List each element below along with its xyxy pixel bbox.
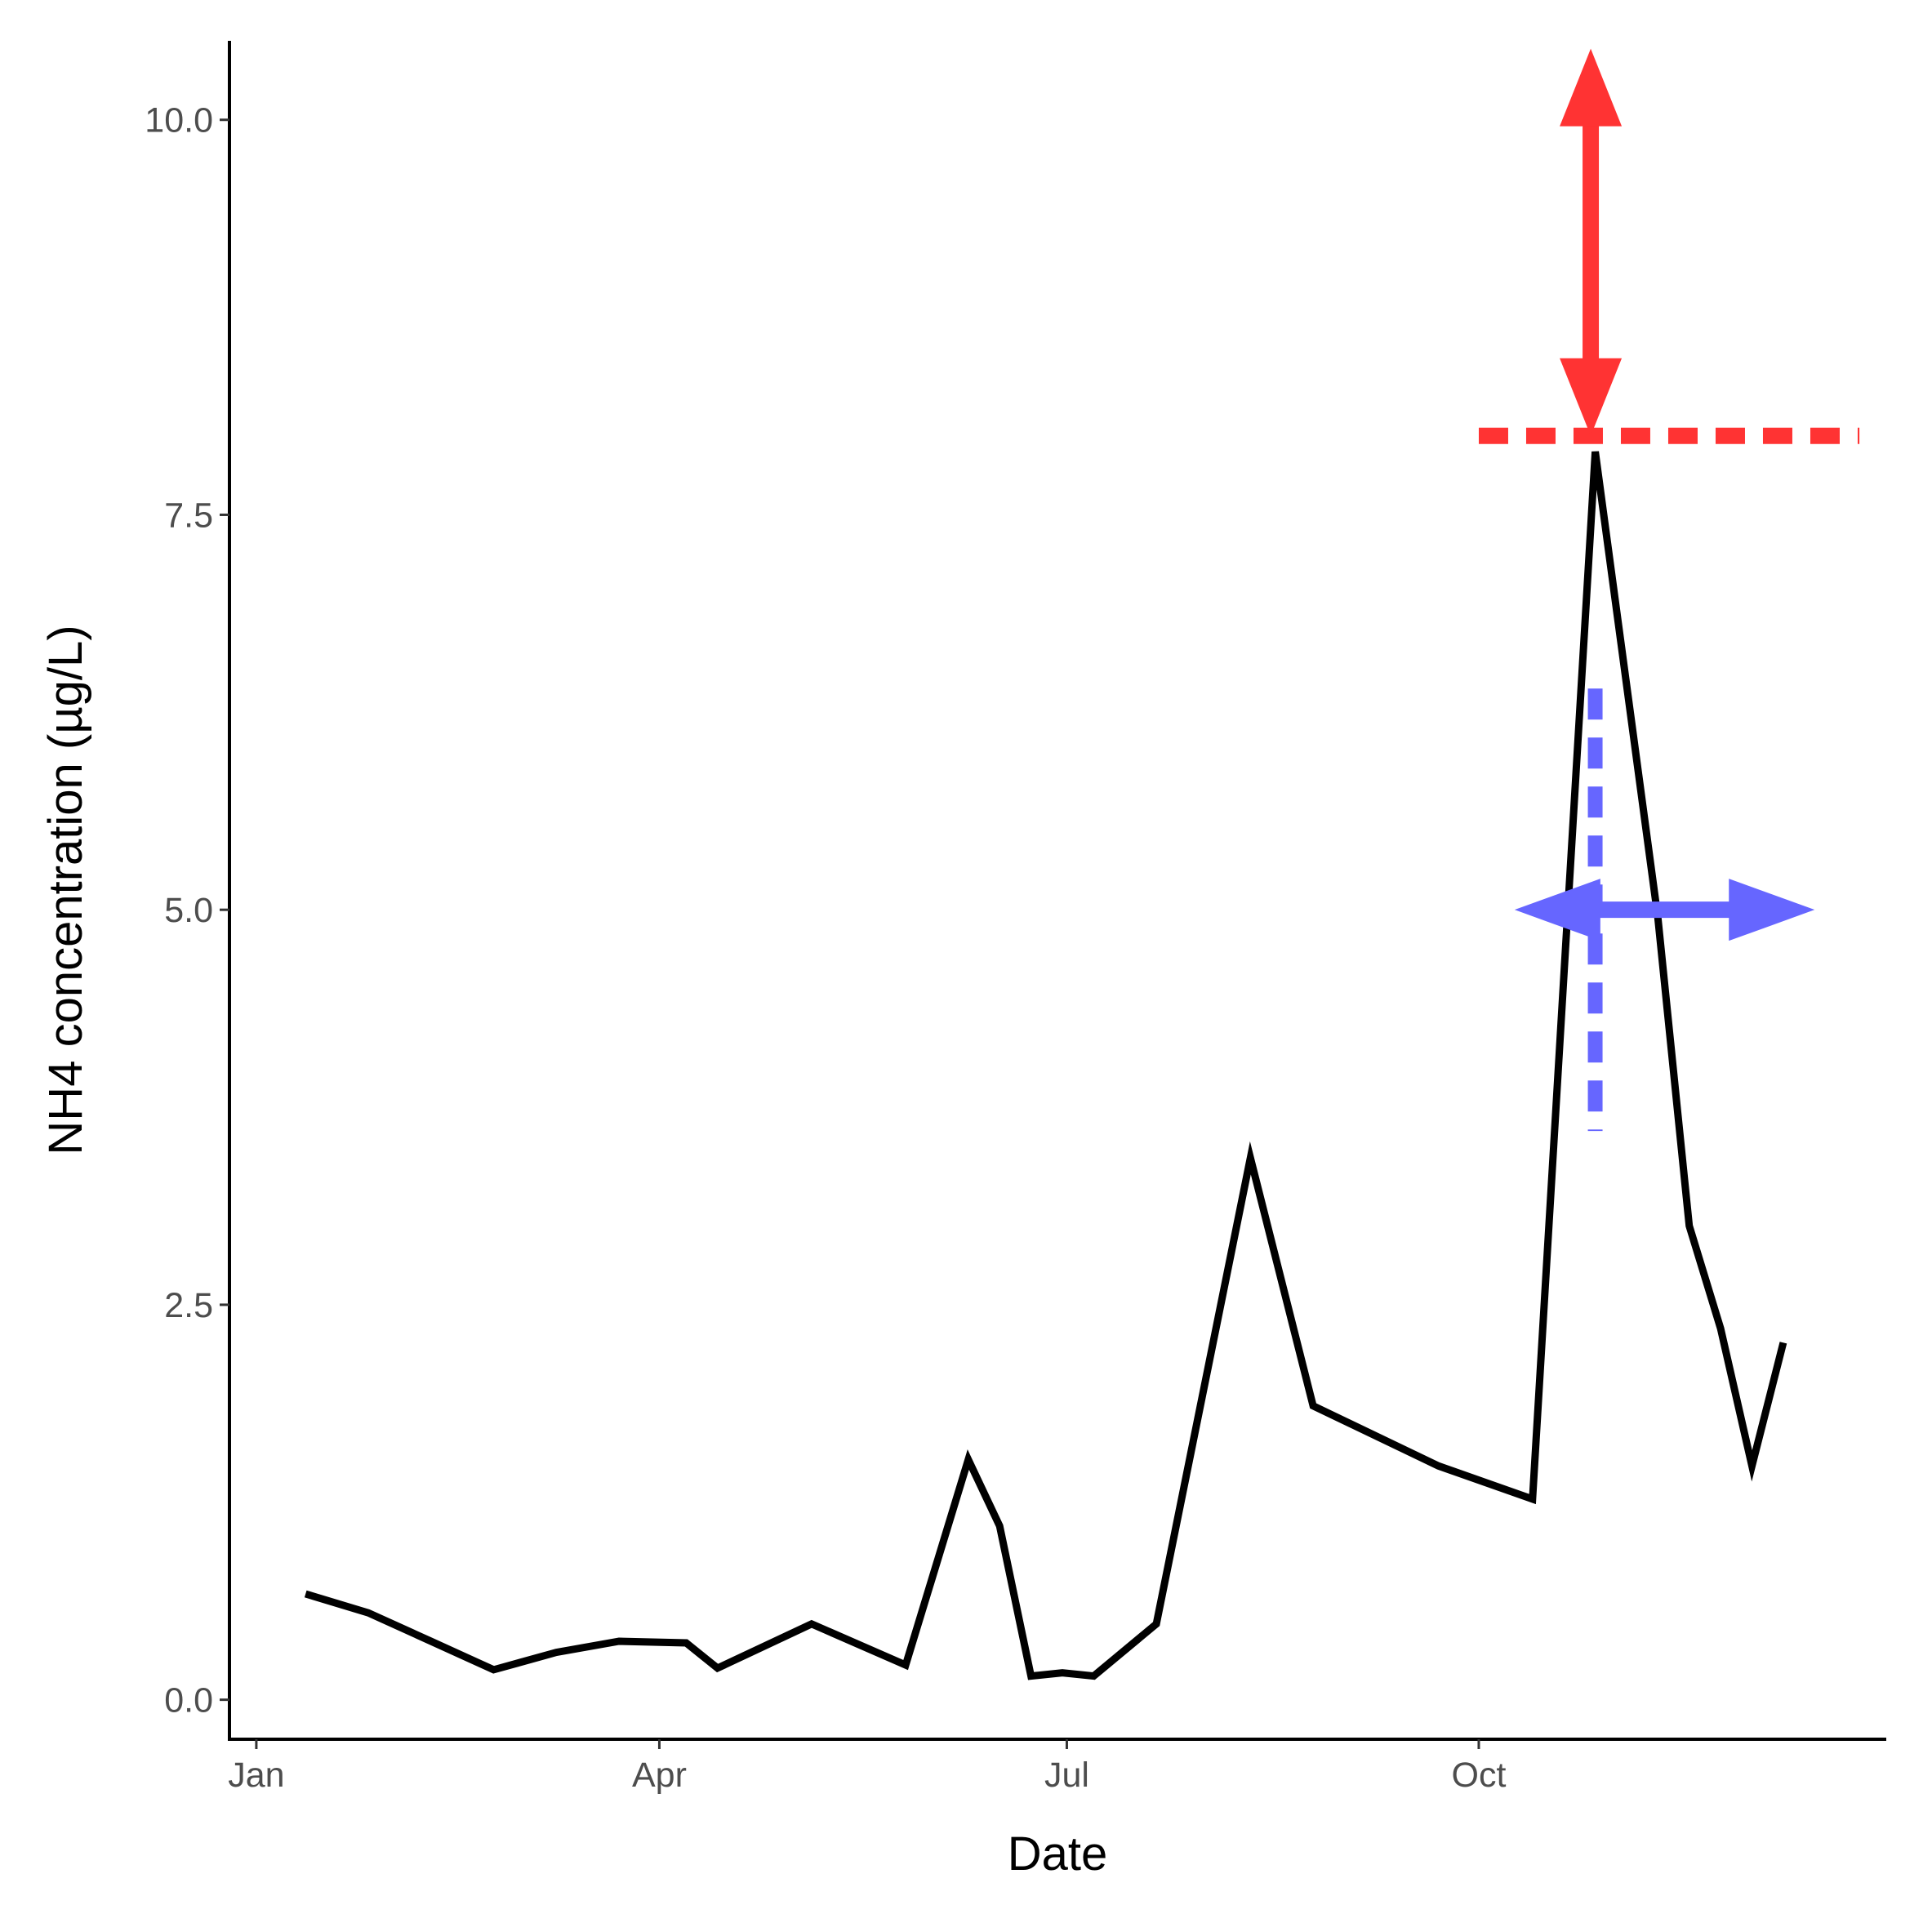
x-tick-label: Oct [1452, 1756, 1507, 1795]
data-point [493, 1669, 494, 1670]
y-axis-title: NH4 concentration (µg/L) [39, 625, 92, 1155]
x-tick-label: Jan [228, 1756, 284, 1795]
data-point [1250, 1158, 1251, 1159]
y-tick-label: 7.5 [164, 496, 213, 535]
data-point [999, 1525, 1000, 1526]
y-tick-label: 5.0 [164, 891, 213, 930]
annotation-layer [1478, 48, 1860, 1132]
y-tick-label: 10.0 [145, 101, 213, 140]
data-point [1156, 1623, 1157, 1624]
series-line [304, 451, 1787, 1680]
axis-layer: 0.0 2.5 5.0 7.5 10.0 Jan Apr Jul Oct [145, 41, 1886, 1795]
x-axis-title: Date [1008, 1827, 1108, 1881]
data-point [1313, 1405, 1314, 1406]
data-point [686, 1643, 687, 1644]
arrow-head-down [1560, 358, 1623, 436]
data-point [1062, 1672, 1063, 1673]
arrow-head-left [1514, 879, 1600, 941]
x-tick-label: Jul [1044, 1756, 1089, 1795]
data-point [1532, 1498, 1533, 1499]
y-tick-label: 0.0 [164, 1681, 213, 1720]
arrow-head-right [1729, 879, 1815, 941]
data-point [305, 1594, 306, 1595]
data-point [811, 1623, 812, 1624]
y-tick-label: 2.5 [164, 1286, 213, 1325]
data-point [717, 1667, 718, 1668]
data-point [1438, 1466, 1439, 1467]
data-point [430, 1641, 431, 1642]
plot-area [304, 451, 1787, 1680]
data-point [556, 1652, 557, 1653]
data-point [619, 1641, 620, 1642]
x-tick-label: Apr [632, 1756, 687, 1795]
arrow-head-up [1560, 48, 1623, 127]
